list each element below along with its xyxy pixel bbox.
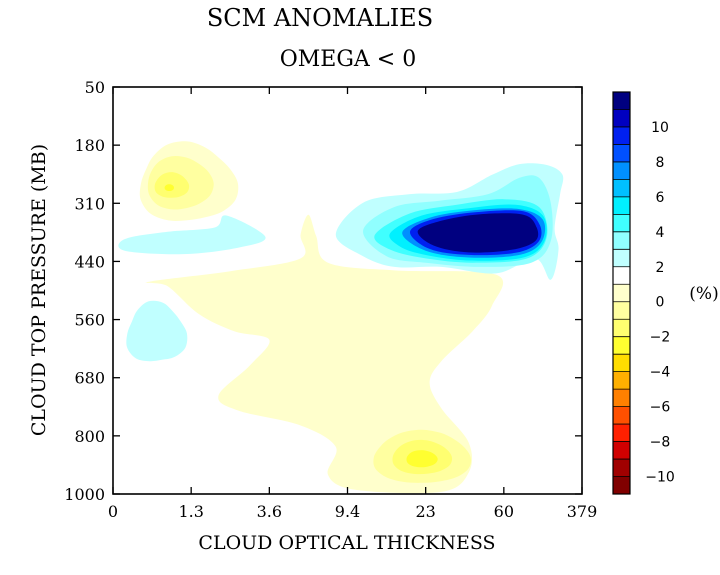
colorbar-tick-label: −4 (650, 365, 671, 381)
colorbar-swatch (613, 179, 630, 198)
colorbar-tick-label: 2 (656, 260, 665, 276)
colorbar-swatch (613, 231, 630, 250)
y-tick-label: 50 (85, 78, 105, 97)
colorbar-swatch (613, 459, 630, 477)
colorbar-swatch (613, 126, 630, 145)
x-tick-label: 0 (108, 502, 118, 521)
y-axis-label: CLOUD TOP PRESSURE (MB) (28, 144, 50, 436)
colorbar-swatch (613, 354, 630, 372)
colorbar-tick-label: −2 (650, 330, 671, 346)
y-axis: 50 180 310 440 560 680 800 1000 (64, 78, 582, 504)
contour-neg-4 (406, 450, 438, 468)
colorbar-swatch (613, 336, 630, 355)
x-tick-label: 23 (415, 502, 435, 521)
colorbar-swatch (613, 424, 630, 442)
colorbar-swatch (613, 441, 630, 460)
colorbar-swatch (613, 301, 630, 320)
colorbar-swatch (613, 214, 630, 233)
x-tick-label: 1.3 (178, 502, 203, 521)
colorbar-swatch (613, 476, 630, 495)
colorbar-swatch (613, 266, 630, 285)
colorbar-swatch (613, 389, 630, 407)
colorbar: 10 8 6 4 2 0 −2 −4 −6 −8 −10 (612, 91, 675, 495)
colorbar-swatch (613, 92, 630, 110)
y-tick-label: 310 (74, 194, 105, 213)
y-tick-label: 800 (74, 427, 105, 446)
y-tick-label: 440 (74, 252, 105, 271)
chart-subtitle: OMEGA < 0 (280, 47, 417, 72)
contour-pos-10 (417, 213, 539, 253)
contour-neg-1 (145, 214, 504, 494)
colorbar-tick-label: 6 (656, 190, 665, 206)
y-tick-label: 1000 (64, 485, 105, 504)
x-tick-label: 9.4 (335, 502, 360, 521)
colorbar-swatch (613, 161, 630, 180)
colorbar-tick-label: 10 (651, 120, 669, 136)
y-tick-label: 180 (74, 136, 105, 155)
colorbar-tick-label: 4 (656, 225, 665, 241)
contour-neg-4 (164, 184, 174, 192)
colorbar-tick-label: 8 (656, 155, 665, 171)
x-axis: 0 1.3 3.6 9.4 23 60 379 (108, 87, 597, 521)
colorbar-swatch (613, 284, 630, 303)
colorbar-tick-label: 0 (656, 295, 665, 311)
contour-pos-1 (126, 300, 188, 362)
colorbar-swatch (613, 319, 630, 337)
contour-field (118, 141, 564, 494)
colorbar-swatch (613, 109, 630, 128)
colorbar-unit: (%) (689, 284, 718, 304)
y-tick-label: 680 (74, 369, 105, 388)
contour-pos-1 (118, 215, 266, 255)
y-tick-label: 560 (74, 311, 105, 330)
colorbar-tick-label: −10 (645, 470, 675, 486)
x-axis-label: CLOUD OPTICAL THICKNESS (198, 532, 495, 554)
colorbar-swatch (613, 406, 630, 425)
colorbar-tick-label: −8 (650, 435, 671, 451)
colorbar-swatch (613, 249, 630, 268)
x-tick-label: 379 (567, 502, 598, 521)
x-tick-label: 3.6 (257, 502, 282, 521)
colorbar-tick-label: −6 (650, 400, 671, 416)
colorbar-swatch (613, 196, 630, 215)
chart-title: SCM ANOMALIES (207, 4, 433, 32)
colorbar-swatch (613, 371, 630, 390)
x-tick-label: 60 (494, 502, 514, 521)
colorbar-frame (612, 91, 631, 495)
plot-area (113, 87, 582, 494)
colorbar-swatch (613, 144, 630, 163)
